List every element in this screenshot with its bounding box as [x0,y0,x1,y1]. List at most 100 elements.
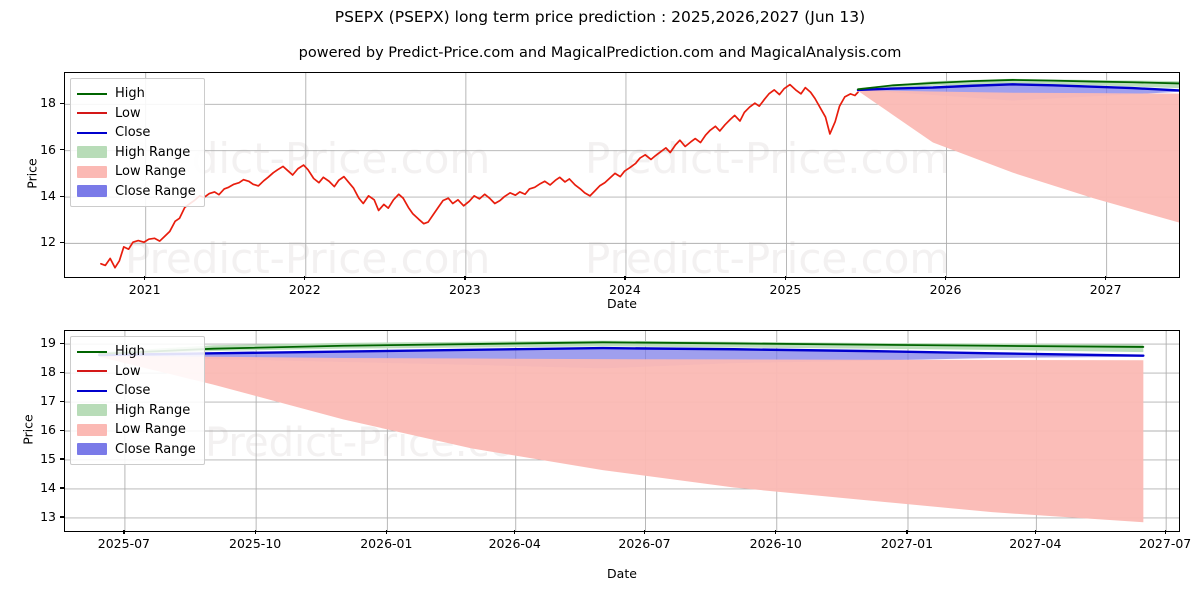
x-tick-label: 2021 [128,282,161,297]
legend-line-icon [77,126,107,139]
page-subtitle: powered by Predict-Price.com and Magical… [298,45,902,61]
y-tick-mark [60,487,64,489]
legend-item-label: High Range [115,144,191,160]
legend-item-close-range[interactable]: Close Range [77,440,196,460]
watermark-text: Predict-Price.com [585,234,950,277]
watermark-text: Predict-Price.com [585,134,950,183]
y-tick-label: 14 [40,479,56,495]
legend-item-label: High Range [115,402,191,418]
y-tick-mark [60,371,64,373]
x-tick-mark [144,276,146,280]
x-axis-label-top: Date [607,296,637,311]
legend-item-high-range[interactable]: High Range [77,401,196,421]
x-tick-label: 2025 [769,282,802,297]
y-tick-mark [60,195,64,197]
x-tick-mark [906,530,908,534]
x-tick-mark [775,530,777,534]
y-tick-mark [60,429,64,431]
legend-item-label: Low Range [115,164,186,180]
y-tick-label: 13 [40,508,56,524]
x-tick-mark [1164,530,1166,534]
y-tick-label: 15 [40,450,56,466]
x-tick-label: 2027-01 [880,536,934,551]
legend-item-low-range[interactable]: Low Range [77,162,196,182]
x-tick-label: 2026-10 [749,536,802,551]
x-tick-mark [644,530,646,534]
x-tick-label: 2026-01 [360,536,413,551]
y-tick-label: 12 [40,234,56,250]
x-tick-mark [464,276,466,280]
legend-line-icon [77,87,107,100]
legend-item-close[interactable]: Close [77,123,196,143]
x-tick-mark [304,276,306,280]
series-close [98,346,1145,357]
x-tick-label: 2025-07 [97,536,151,551]
x-tick-label: 2027-04 [1009,536,1062,551]
legend-line-icon [77,345,107,358]
legend-line-icon [77,107,107,120]
series-low [100,83,859,269]
band-low-range [857,89,1179,223]
x-tick-label: 2022 [288,282,321,297]
band-low-range [99,355,1144,523]
x-tick-label: 2027-07 [1139,536,1192,551]
x-tick-label: 2026-04 [488,536,541,551]
x-tick-mark [1105,276,1107,280]
y-tick-label: 19 [40,335,56,351]
legend-item-low[interactable]: Low [77,362,196,382]
x-tick-label: 2025-10 [229,536,282,551]
legend-item-high-range[interactable]: High Range [77,143,196,163]
x-tick-mark [514,530,516,534]
y-tick-label: 18 [40,364,56,380]
y-tick-label: 16 [40,141,56,157]
legend-item-label: High [115,86,145,102]
legend-bottom: High Low Close High Range Low Range Close Ran… [70,336,205,465]
band-close-range [99,347,1144,369]
x-tick-label: 2024 [609,282,641,297]
y-tick-label: 18 [40,95,56,111]
x-tick-mark [254,530,256,534]
x-tick-label: 2027 [1089,282,1122,297]
y-tick-mark [60,241,64,244]
legend-item-high[interactable]: High [77,84,196,104]
y-tick-mark [60,149,64,151]
legend-patch-icon [77,404,107,417]
y-tick-mark [60,102,64,104]
legend-item-label: Close [115,125,151,141]
y-tick-label: 17 [40,393,56,408]
x-tick-label: 2026-07 [618,536,671,551]
legend-item-close-range[interactable]: Close Range [77,182,196,202]
legend-item-label: Close Range [115,183,196,199]
legend-item-label: Low [115,105,141,121]
legend-item-low[interactable]: Low [77,104,196,124]
legend-patch-icon [77,146,107,159]
y-tick-mark [60,342,64,344]
y-tick-mark [60,400,64,402]
legend-patch-icon [77,443,107,456]
legend-line-icon [77,365,107,378]
x-tick-mark [123,530,125,534]
y-tick-mark [60,516,64,518]
y-tick-label: 16 [40,422,56,437]
x-tick-label: 2023 [448,282,481,297]
legend-item-low-range[interactable]: Low Range [77,420,196,440]
price-history-plot: Predict-Price.com Predict-Price.com Predic… [64,72,1180,278]
series-high [98,341,1145,355]
legend-patch-icon [77,185,107,198]
legend-item-close[interactable]: Close [77,381,196,401]
legend-patch-icon [77,423,107,436]
series-close [856,83,1179,92]
page-title: PSEPX (PSEPX) long term price prediction… [334,8,866,26]
legend-patch-icon [77,165,107,178]
x-tick-mark [784,276,787,280]
legend-item-high[interactable]: High [77,342,196,362]
legend-item-label: Close [115,383,151,399]
x-tick-mark [385,530,388,534]
x-tick-mark [624,276,626,280]
x-axis-label-bottom: Date [607,566,637,581]
legend-item-label: Low [115,363,141,379]
series-high [857,79,1179,91]
legend-item-label: Low Range [115,422,186,438]
